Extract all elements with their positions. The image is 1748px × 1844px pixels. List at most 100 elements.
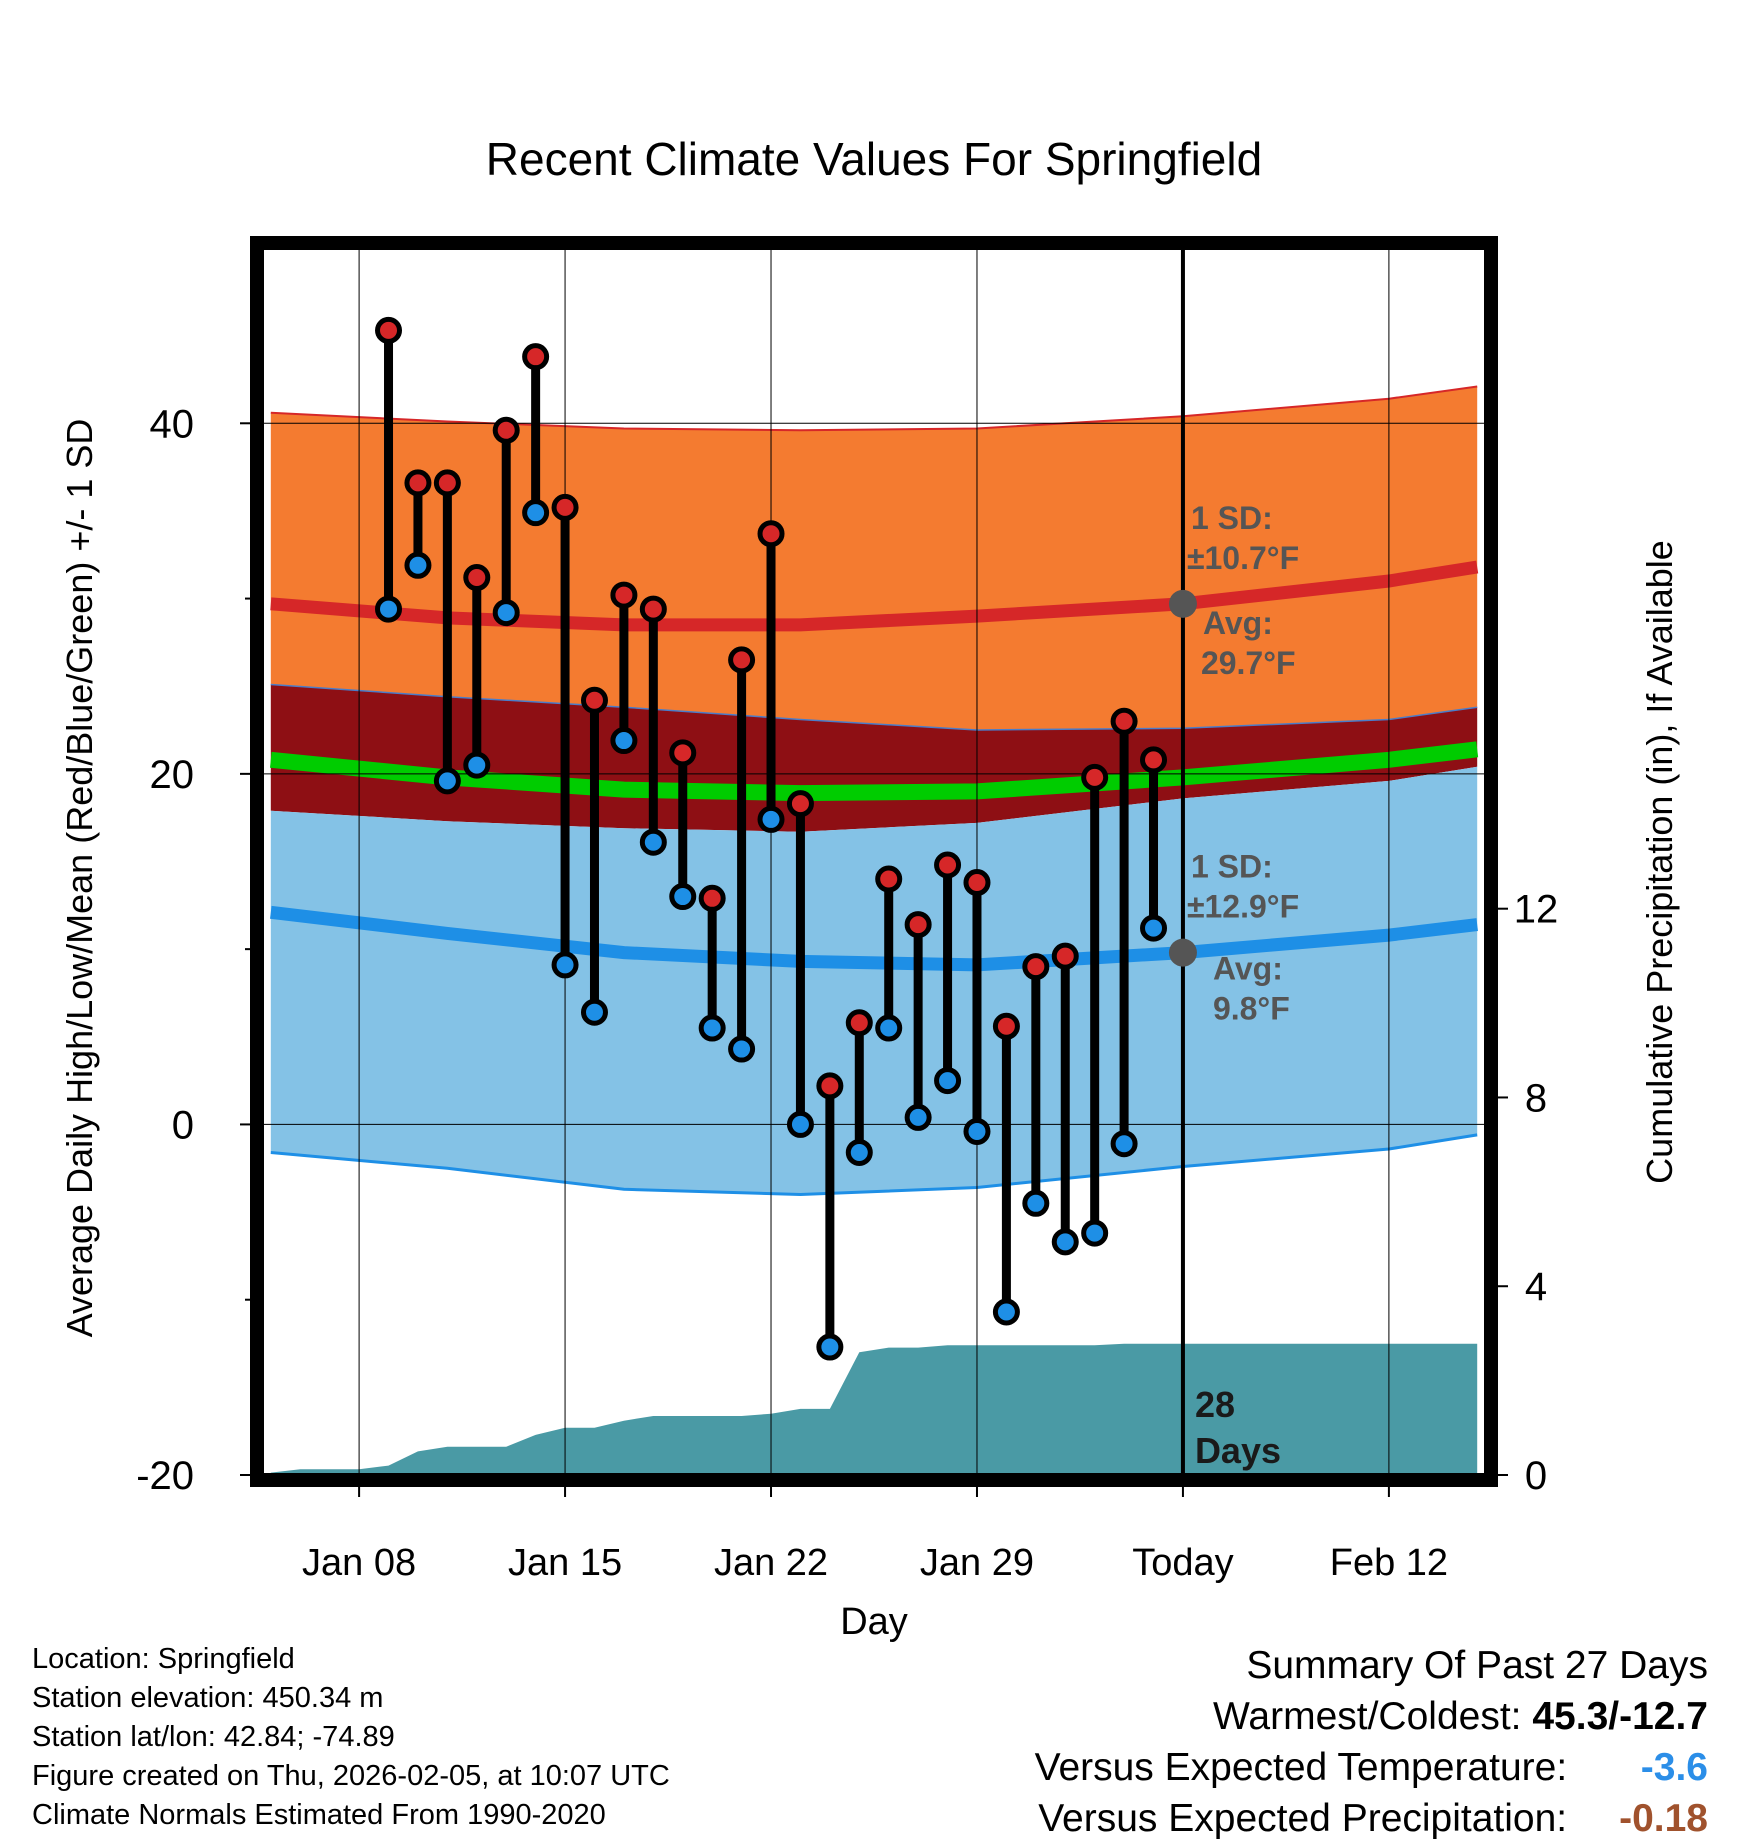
daily-high-point bbox=[1051, 942, 1079, 970]
low-avg-label: Avg: bbox=[1213, 951, 1283, 987]
warmest-value: 45.3/-12.7 bbox=[1532, 1695, 1708, 1738]
climate-normals-note: Climate Normals Estimated From 1990-2020 bbox=[32, 1799, 606, 1831]
daily-high-point bbox=[963, 869, 991, 897]
y-tick-label: 20 bbox=[150, 753, 195, 797]
daily-low-point bbox=[1140, 914, 1168, 942]
daily-low-point bbox=[669, 883, 697, 911]
high-sd-value: ±10.7°F bbox=[1187, 540, 1299, 576]
daily-high-point bbox=[610, 581, 638, 609]
daily-low-point bbox=[492, 599, 520, 627]
x-tick-label: Jan 22 bbox=[714, 1542, 828, 1584]
daily-low-point bbox=[551, 951, 579, 979]
days-count-label: 28 bbox=[1195, 1384, 1235, 1425]
daily-low-point bbox=[463, 751, 491, 779]
daily-low-point bbox=[698, 1014, 726, 1042]
summary-panel: Summary Of Past 27 Days Warmest/Coldest:… bbox=[1035, 1640, 1708, 1844]
daily-high-point bbox=[492, 416, 520, 444]
high-sd-upper-edge bbox=[270, 385, 1478, 432]
precip-label: Versus Expected Precipitation: bbox=[1038, 1797, 1568, 1840]
daily-high-point bbox=[698, 884, 726, 912]
daily-low-point bbox=[904, 1103, 932, 1131]
summary-warmest-row: Warmest/Coldest: 45.3/-12.7 bbox=[1035, 1691, 1708, 1742]
daily-low-point bbox=[433, 767, 461, 795]
daily-low-point bbox=[728, 1035, 756, 1063]
summary-heading: Summary Of Past 27 Days bbox=[1246, 1644, 1708, 1687]
daily-low-point bbox=[992, 1298, 1020, 1326]
daily-high-point bbox=[669, 739, 697, 767]
high-avg-label: Avg: bbox=[1203, 605, 1273, 641]
daily-high-point bbox=[639, 595, 667, 623]
y2-tick-label: 12 bbox=[1514, 888, 1559, 932]
daily-low-point bbox=[404, 551, 432, 579]
daily-low-point bbox=[610, 727, 638, 755]
station-location: Location: Springfield bbox=[32, 1643, 295, 1675]
low-avg-value: 9.8°F bbox=[1213, 991, 1290, 1027]
daily-high-point bbox=[757, 520, 785, 548]
low-sd-label: 1 SD: bbox=[1191, 849, 1273, 885]
daily-high-point bbox=[728, 646, 756, 674]
temp-value: -3.6 bbox=[1640, 1746, 1708, 1789]
daily-high-point bbox=[934, 851, 962, 879]
daily-high-point bbox=[375, 316, 403, 344]
daily-low-point bbox=[845, 1138, 873, 1166]
daily-low-point bbox=[375, 595, 403, 623]
station-info: Location: Springfield Station elevation:… bbox=[32, 1640, 670, 1835]
daily-high-point bbox=[904, 911, 932, 939]
daily-low-point bbox=[1081, 1219, 1109, 1247]
daily-high-point bbox=[1081, 763, 1109, 791]
x-tick-label: Feb 12 bbox=[1330, 1542, 1448, 1584]
station-elevation: Station elevation: 450.34 m bbox=[32, 1682, 384, 1714]
daily-low-point bbox=[963, 1117, 991, 1145]
days-unit-label: Days bbox=[1195, 1430, 1281, 1471]
daily-low-point bbox=[1051, 1228, 1079, 1256]
daily-high-point bbox=[404, 469, 432, 497]
daily-low-point bbox=[757, 805, 785, 833]
y-tick-label: 0 bbox=[172, 1103, 194, 1147]
x-tick-label: Jan 29 bbox=[920, 1542, 1034, 1584]
summary-temp-row: Versus Expected Temperature: -3.6 bbox=[1035, 1742, 1708, 1793]
y2-axis-label: Cumulative Precipitation (in), If Availa… bbox=[1639, 540, 1680, 1184]
daily-low-point bbox=[1110, 1130, 1138, 1158]
daily-high-point bbox=[845, 1009, 873, 1037]
daily-low-point bbox=[639, 828, 667, 856]
daily-high-point bbox=[522, 343, 550, 371]
y2-tick-label: 4 bbox=[1525, 1265, 1547, 1309]
normal-mean-line bbox=[270, 741, 1479, 802]
station-latlon: Station lat/lon: 42.84; -74.89 bbox=[32, 1721, 395, 1753]
daily-low-point bbox=[875, 1014, 903, 1042]
high-avg-value: 29.7°F bbox=[1201, 645, 1296, 681]
chart-title: Recent Climate Values For Springfield bbox=[486, 133, 1262, 185]
x-tick-label: Jan 15 bbox=[508, 1542, 622, 1584]
daily-high-point bbox=[786, 790, 814, 818]
daily-high-point bbox=[551, 493, 579, 521]
summary-precip-row: Versus Expected Precipitation: -0.18 bbox=[1035, 1793, 1708, 1844]
low-sd-value: ±12.9°F bbox=[1187, 889, 1299, 925]
y-axis-label: Average Daily High/Low/Mean (Red/Blue/Gr… bbox=[59, 419, 100, 1338]
temp-label: Versus Expected Temperature: bbox=[1034, 1746, 1568, 1789]
daily-high-point bbox=[1110, 707, 1138, 735]
high-sd-label: 1 SD: bbox=[1191, 500, 1273, 536]
y-tick-label: 40 bbox=[150, 402, 195, 446]
daily-high-point bbox=[992, 1012, 1020, 1040]
x-tick-label: Jan 08 bbox=[302, 1542, 416, 1584]
normal-high-marker bbox=[1168, 589, 1197, 618]
daily-high-point bbox=[433, 469, 461, 497]
precip-value: -0.18 bbox=[1619, 1797, 1708, 1840]
warmest-label: Warmest/Coldest: bbox=[1213, 1695, 1522, 1738]
daily-low-point bbox=[1022, 1189, 1050, 1217]
daily-low-point bbox=[816, 1333, 844, 1361]
daily-low-point bbox=[934, 1067, 962, 1095]
y2-tick-label: 8 bbox=[1525, 1076, 1547, 1120]
y2-tick-label: 0 bbox=[1525, 1454, 1547, 1498]
daily-low-point bbox=[522, 499, 550, 527]
low-sd-band bbox=[270, 766, 1478, 1195]
daily-high-point bbox=[875, 865, 903, 893]
low-sd-lower-edge bbox=[270, 1133, 1478, 1197]
overlap-band bbox=[270, 684, 1478, 832]
y-tick-label: -20 bbox=[136, 1454, 194, 1498]
daily-low-point bbox=[580, 998, 608, 1026]
daily-high-point bbox=[1022, 953, 1050, 981]
plot-frame bbox=[250, 236, 1498, 1487]
daily-low-point bbox=[786, 1110, 814, 1138]
